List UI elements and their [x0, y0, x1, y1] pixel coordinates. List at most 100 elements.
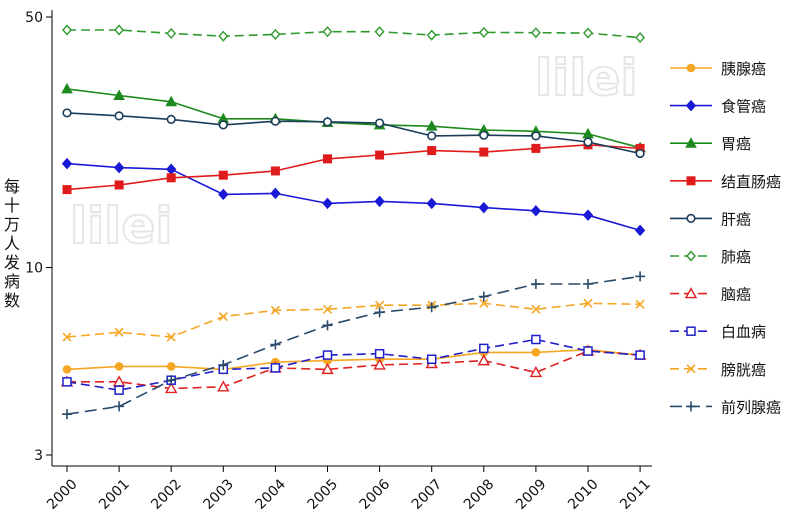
data-point — [531, 304, 541, 314]
data-point — [113, 89, 125, 100]
legend-item: 肝癌 — [670, 210, 751, 228]
series-line — [66, 338, 641, 392]
legend-label: 胰腺癌 — [721, 60, 766, 78]
series-line — [66, 162, 641, 232]
data-point — [114, 327, 124, 337]
x-tick-label: 2006 — [357, 476, 394, 513]
legend-label: 结直肠癌 — [721, 173, 781, 191]
legend-marker — [686, 63, 696, 73]
data-point — [478, 201, 489, 214]
series-line — [66, 112, 641, 155]
watermark-layer: lilei lilei — [69, 48, 638, 256]
data-point — [62, 332, 72, 342]
data-point — [322, 197, 333, 210]
data-point — [322, 350, 333, 360]
series-6 — [62, 24, 646, 44]
x-tick-label: 2001 — [96, 476, 133, 513]
x-tick-label: 2005 — [305, 476, 342, 513]
legend-item: 结直肠癌 — [670, 173, 781, 191]
data-point — [635, 299, 645, 309]
data-point — [635, 148, 645, 159]
data-point — [427, 131, 437, 141]
data-point — [373, 358, 386, 370]
legend-label: 胃癌 — [721, 135, 751, 153]
series-line — [66, 88, 641, 149]
data-point — [426, 197, 437, 210]
data-point — [479, 298, 489, 308]
series-1 — [62, 345, 645, 374]
x-tick-label: 2008 — [461, 476, 498, 513]
y-axis-label-char: 人 — [4, 234, 20, 253]
legend-item: 脑癌 — [670, 286, 751, 304]
data-point — [531, 131, 541, 141]
y-axis-label-char: 病 — [4, 272, 20, 291]
data-point — [531, 334, 541, 345]
data-point — [479, 343, 489, 354]
legend-marker — [685, 137, 697, 148]
y-axis-label-char: 万 — [4, 215, 20, 234]
legend-marker — [686, 213, 696, 223]
data-point — [374, 348, 385, 359]
legend-marker — [686, 401, 696, 412]
data-point — [166, 114, 176, 125]
data-point — [634, 224, 646, 237]
data-point — [270, 28, 281, 40]
data-point — [374, 26, 385, 38]
x-tick-label: 2010 — [565, 476, 602, 513]
legend-item: 胰腺癌 — [670, 60, 766, 78]
x-tick-label: 2007 — [409, 476, 446, 513]
series-layer — [60, 24, 647, 420]
x-tick-label: 2000 — [44, 476, 81, 513]
legend-label: 肝癌 — [721, 210, 751, 228]
data-point — [530, 205, 542, 217]
data-point — [478, 291, 489, 302]
data-point — [374, 307, 385, 318]
data-point — [61, 157, 73, 170]
data-point — [218, 30, 229, 42]
data-point — [166, 362, 176, 371]
series-line — [67, 29, 641, 39]
series-line — [66, 275, 641, 415]
data-point — [375, 300, 385, 310]
legend-item: 食管癌 — [670, 98, 766, 116]
data-point — [426, 302, 437, 313]
legend-item: 前列腺癌 — [670, 398, 781, 416]
legend-label: 脑癌 — [721, 286, 751, 304]
data-point — [270, 305, 280, 315]
data-point — [114, 24, 125, 36]
legend-marker — [686, 250, 696, 262]
legend-item: 胃癌 — [670, 135, 751, 153]
data-point — [531, 143, 541, 153]
series-8 — [62, 334, 645, 395]
x-tick-label: 2004 — [252, 476, 289, 513]
watermark-text: lilei — [70, 197, 172, 255]
data-point — [635, 32, 646, 44]
data-point — [583, 346, 593, 356]
data-point — [635, 350, 645, 360]
data-point — [270, 363, 281, 373]
data-point — [478, 26, 489, 38]
legend-item: 膀胱癌 — [670, 361, 766, 379]
series-line — [66, 144, 641, 191]
data-point — [218, 188, 229, 201]
data-point — [582, 209, 594, 221]
data-point — [61, 82, 73, 94]
data-point — [427, 146, 437, 156]
data-point — [166, 173, 176, 183]
data-point — [62, 377, 72, 387]
data-point — [218, 359, 229, 370]
data-point — [530, 27, 541, 39]
data-point — [270, 187, 281, 200]
data-point — [529, 365, 543, 378]
data-point — [114, 401, 125, 412]
data-point — [270, 116, 281, 126]
data-point — [270, 339, 281, 350]
data-point — [531, 348, 541, 357]
data-point — [166, 27, 177, 39]
data-point — [166, 332, 176, 342]
data-point — [62, 185, 72, 195]
series-line — [66, 348, 641, 371]
series-10 — [62, 271, 646, 420]
